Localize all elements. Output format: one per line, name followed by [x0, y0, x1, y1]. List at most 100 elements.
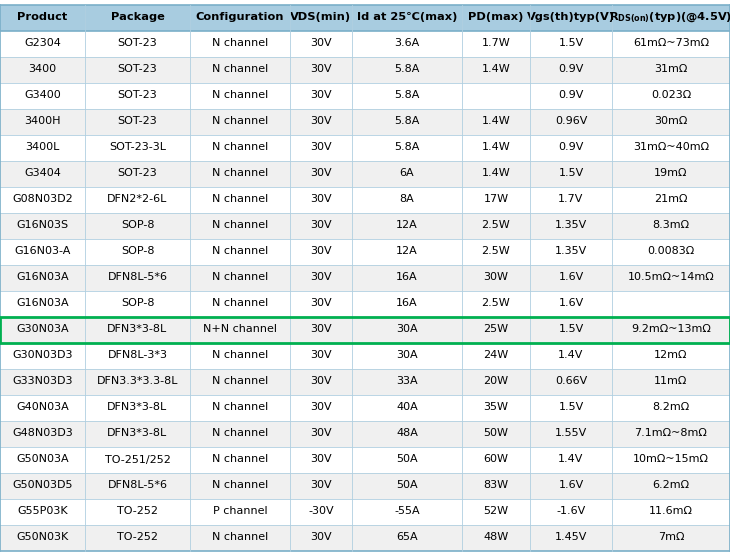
Bar	[462, 83, 530, 108]
Bar	[612, 239, 730, 265]
Bar	[290, 31, 352, 57]
Bar	[190, 31, 290, 57]
Bar	[0, 395, 85, 421]
Bar	[462, 239, 530, 265]
Text: 30V: 30V	[310, 38, 332, 48]
Bar	[352, 160, 462, 186]
Bar	[352, 186, 462, 213]
Text: 30V: 30V	[310, 481, 332, 491]
Bar	[352, 447, 462, 472]
Text: 30V: 30V	[310, 220, 332, 230]
Bar	[0, 239, 85, 265]
Text: G16N03A: G16N03A	[16, 299, 69, 309]
Text: DFN8L-5*6: DFN8L-5*6	[107, 273, 167, 282]
Bar	[530, 342, 612, 369]
Text: SOT-23: SOT-23	[118, 169, 158, 179]
Text: 1.35V: 1.35V	[555, 220, 587, 230]
Bar	[190, 213, 290, 239]
Text: 1.5V: 1.5V	[558, 38, 583, 48]
Bar	[612, 447, 730, 472]
Text: TO-251/252: TO-251/252	[104, 455, 170, 465]
Bar	[352, 108, 462, 134]
Bar	[85, 239, 190, 265]
Bar	[612, 421, 730, 447]
Bar	[290, 395, 352, 421]
Text: 48W: 48W	[483, 532, 509, 542]
Text: 6.2mΩ: 6.2mΩ	[653, 481, 690, 491]
Bar	[290, 316, 352, 342]
Bar	[530, 472, 612, 498]
Bar	[0, 31, 85, 57]
Bar	[85, 265, 190, 290]
Text: 1.55V: 1.55V	[555, 428, 587, 438]
Text: 21mΩ: 21mΩ	[654, 194, 688, 204]
Bar	[290, 57, 352, 83]
Bar	[352, 395, 462, 421]
Bar	[462, 31, 530, 57]
Bar	[352, 265, 462, 290]
Text: G40N03A: G40N03A	[16, 402, 69, 412]
Bar	[352, 134, 462, 160]
Text: N channel: N channel	[212, 143, 268, 153]
Bar	[290, 369, 352, 395]
Text: DFN3*3-8L: DFN3*3-8L	[107, 428, 168, 438]
Text: 16A: 16A	[396, 299, 418, 309]
Bar	[190, 472, 290, 498]
Text: 40A: 40A	[396, 402, 418, 412]
Bar	[85, 447, 190, 472]
Bar	[612, 524, 730, 551]
Bar	[190, 369, 290, 395]
Bar	[190, 134, 290, 160]
Text: 10mΩ~15mΩ: 10mΩ~15mΩ	[633, 455, 709, 465]
Text: 30V: 30V	[310, 194, 332, 204]
Bar	[85, 83, 190, 108]
Bar	[462, 290, 530, 316]
Text: N channel: N channel	[212, 194, 268, 204]
Text: P channel: P channel	[212, 507, 267, 517]
Text: 11mΩ: 11mΩ	[654, 376, 688, 386]
Text: 8A: 8A	[399, 194, 415, 204]
Text: 1.4W: 1.4W	[482, 143, 510, 153]
Text: 30V: 30V	[310, 143, 332, 153]
Bar	[190, 447, 290, 472]
Text: 0.0083Ω: 0.0083Ω	[648, 246, 695, 256]
Text: DFN3*3-8L: DFN3*3-8L	[107, 325, 168, 335]
Text: 0.9V: 0.9V	[558, 90, 584, 100]
Bar	[530, 290, 612, 316]
Text: N channel: N channel	[212, 532, 268, 542]
Text: 0.66V: 0.66V	[555, 376, 587, 386]
Bar	[530, 83, 612, 108]
Text: 1.4W: 1.4W	[482, 64, 510, 74]
Text: 1.5V: 1.5V	[558, 169, 583, 179]
Bar	[352, 369, 462, 395]
Bar	[462, 160, 530, 186]
Text: 30V: 30V	[310, 325, 332, 335]
Bar	[190, 160, 290, 186]
Text: 8.3mΩ: 8.3mΩ	[653, 220, 690, 230]
Bar	[462, 472, 530, 498]
Bar	[352, 83, 462, 108]
Bar	[462, 134, 530, 160]
Bar	[0, 369, 85, 395]
Text: 5.8A: 5.8A	[394, 90, 420, 100]
Text: G08N03D2: G08N03D2	[12, 194, 73, 204]
Text: 1.6V: 1.6V	[558, 299, 583, 309]
Bar	[462, 369, 530, 395]
Text: N channel: N channel	[212, 428, 268, 438]
Bar	[612, 186, 730, 213]
Text: Package: Package	[110, 13, 164, 23]
Text: -55A: -55A	[394, 507, 420, 517]
Bar	[612, 83, 730, 108]
Text: 50W: 50W	[483, 428, 509, 438]
Text: DFN3*3-8L: DFN3*3-8L	[107, 402, 168, 412]
Bar	[290, 186, 352, 213]
Bar	[0, 57, 85, 83]
Bar	[352, 316, 462, 342]
Bar	[85, 31, 190, 57]
Text: 52W: 52W	[483, 507, 509, 517]
Bar	[352, 31, 462, 57]
Bar	[85, 316, 190, 342]
Bar	[85, 134, 190, 160]
Bar	[612, 213, 730, 239]
Bar	[0, 447, 85, 472]
